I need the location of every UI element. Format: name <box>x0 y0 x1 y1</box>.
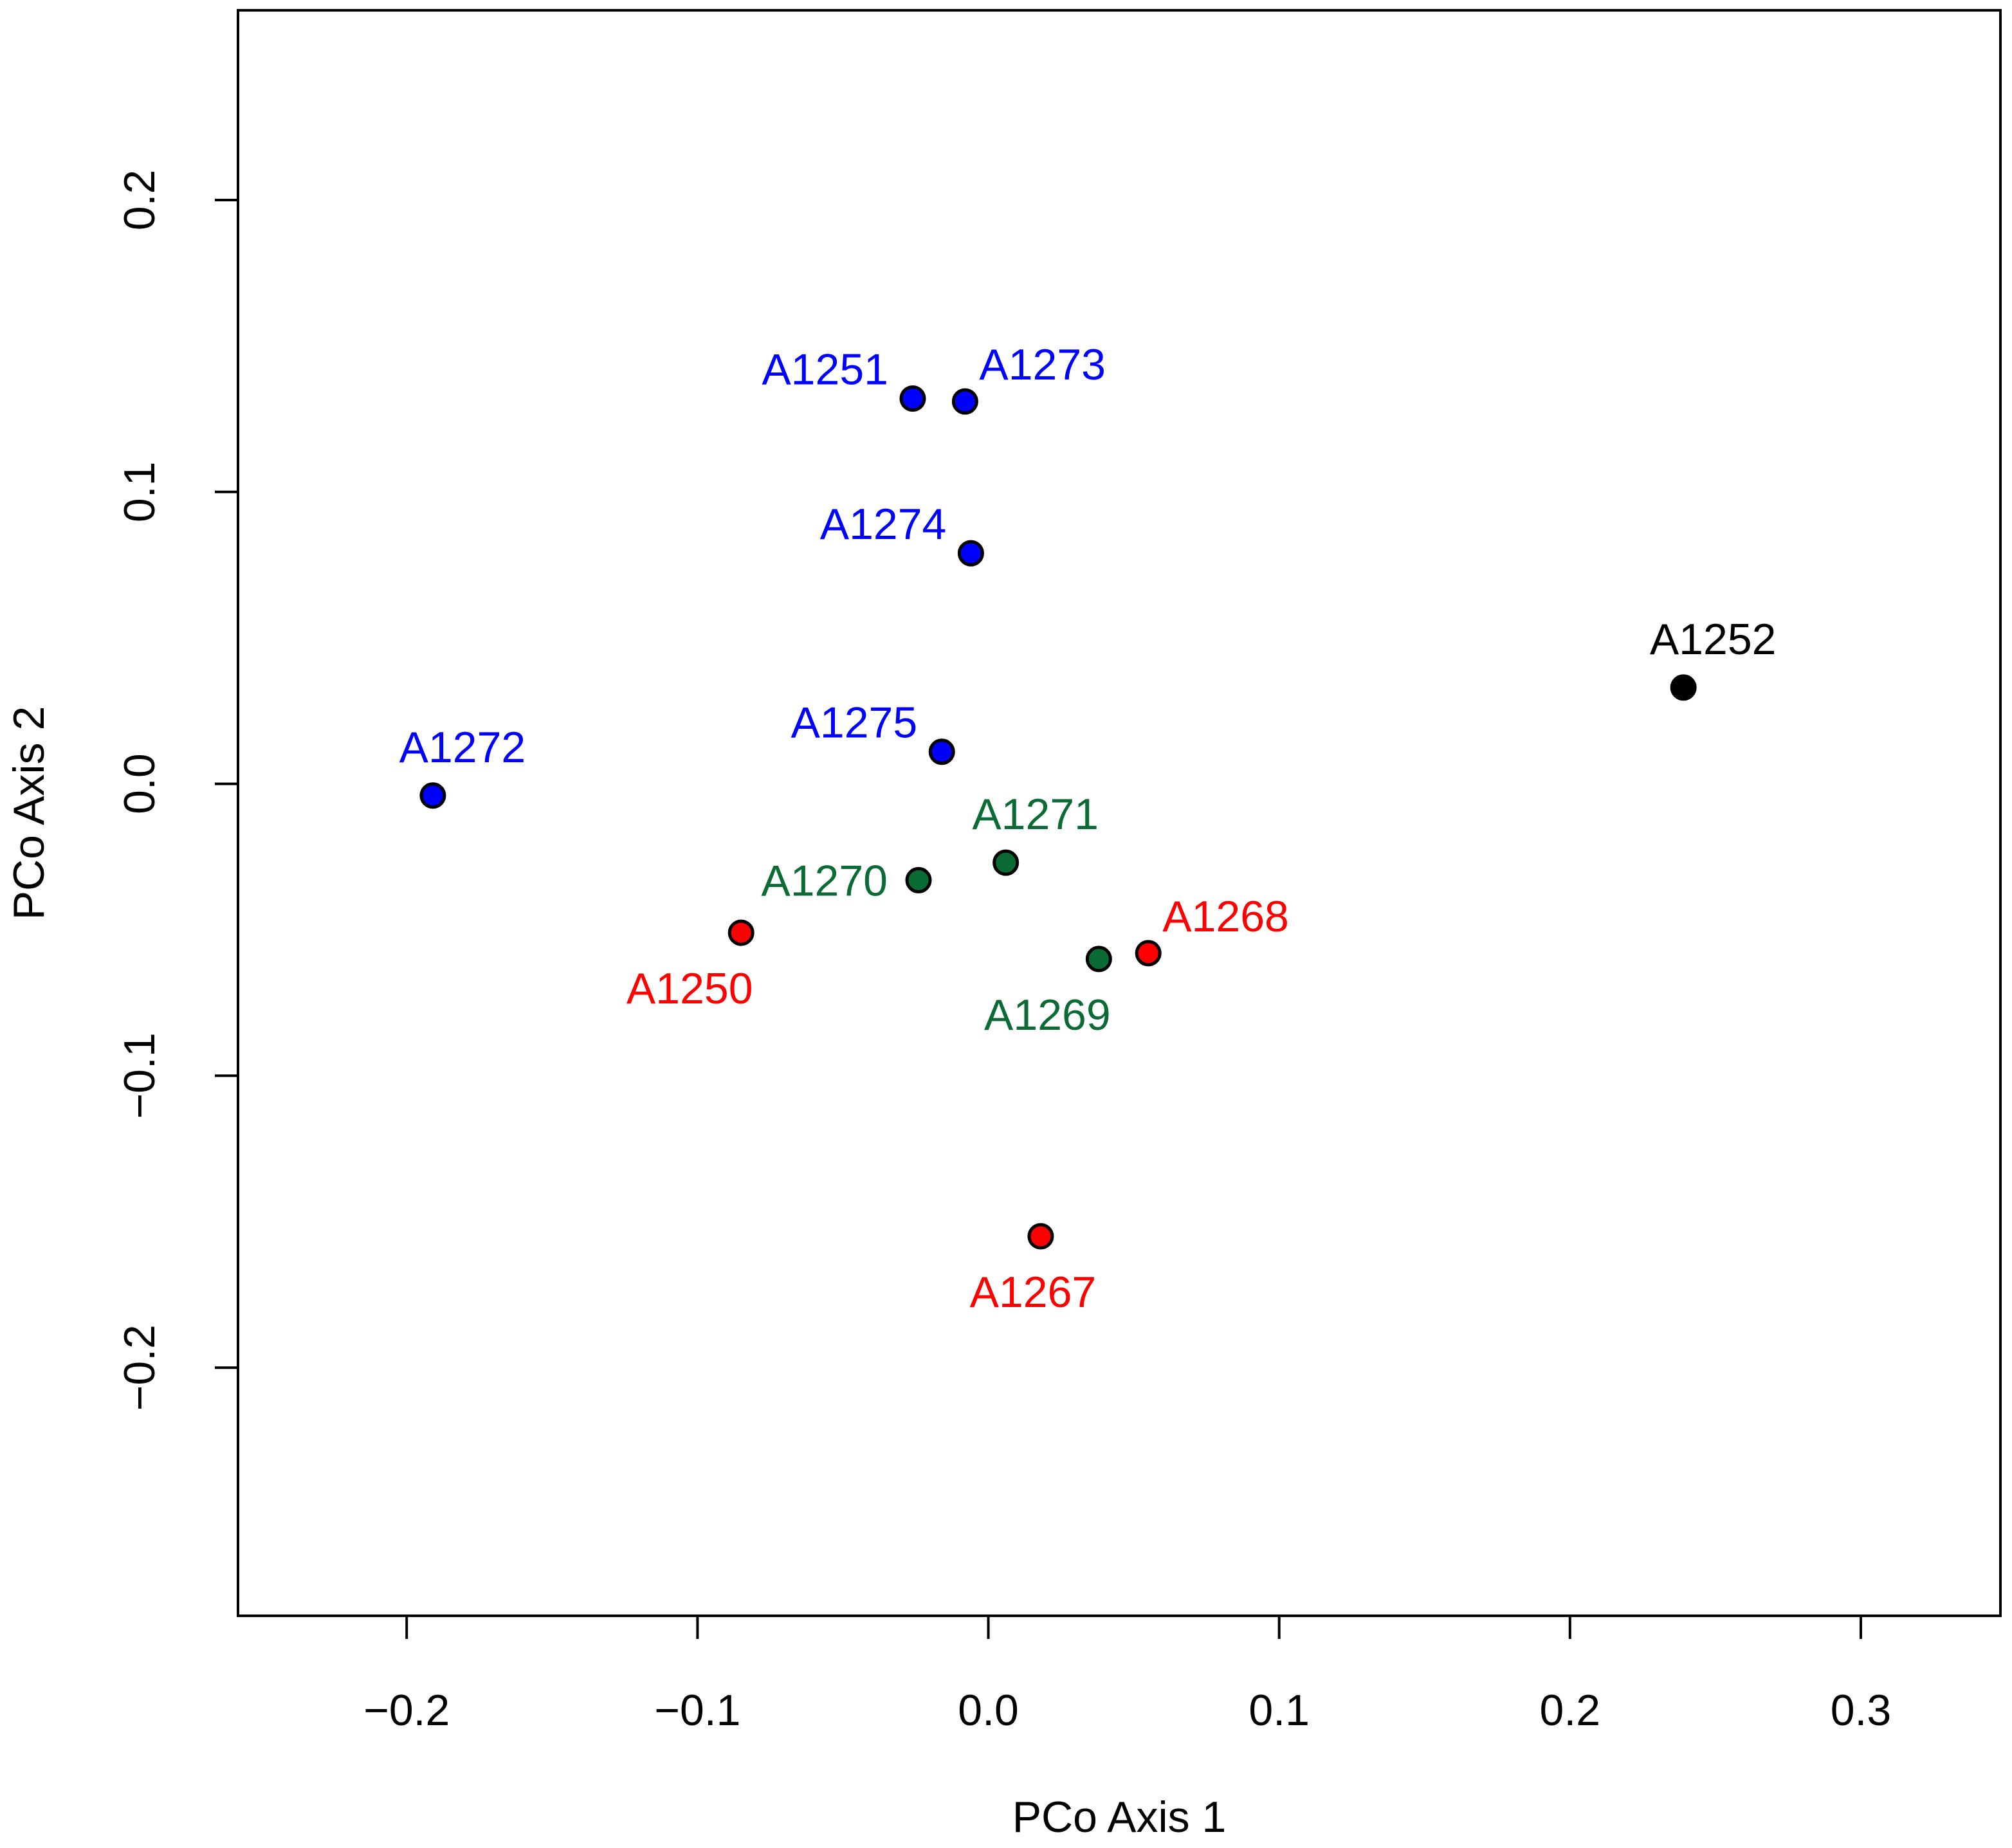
point-label: A1267 <box>970 1268 1097 1317</box>
point-label: A1270 <box>761 856 888 905</box>
point-marker <box>1085 946 1112 973</box>
point-marker <box>1670 674 1697 701</box>
data-points: A1251 A1273 A1274 A1275 A1272 A1252 A1271 A1270… <box>399 340 1777 1317</box>
point-label: A1274 <box>820 500 947 549</box>
point-marker <box>899 385 926 412</box>
data-point-a1268: A1268 <box>1135 892 1289 967</box>
data-point-a1275: A1275 <box>791 699 955 765</box>
data-point-a1252: A1252 <box>1650 615 1777 701</box>
point-label: A1269 <box>984 991 1111 1039</box>
point-label: A1251 <box>762 345 888 394</box>
data-point-a1267: A1267 <box>970 1223 1097 1317</box>
data-point-a1271: A1271 <box>972 790 1099 876</box>
data-point-a1274: A1274 <box>820 500 984 567</box>
point-label: A1272 <box>399 723 526 772</box>
point-marker <box>928 738 955 765</box>
data-point-a1270: A1270 <box>761 856 932 905</box>
point-label: A1250 <box>626 964 753 1013</box>
y-tick-label: 0.1 <box>115 462 164 523</box>
point-marker <box>905 866 932 893</box>
point-marker <box>1135 940 1162 967</box>
x-tick-label: 0.1 <box>1248 1686 1310 1735</box>
point-marker <box>419 782 446 809</box>
data-point-a1269: A1269 <box>984 946 1112 1039</box>
x-axis-label: PCo Axis 1 <box>1012 1793 1227 1842</box>
y-tick-label: 0.2 <box>115 170 164 231</box>
x-tick-label: 0.3 <box>1831 1686 1892 1735</box>
data-point-a1250: A1250 <box>626 919 754 1013</box>
point-label: A1273 <box>979 340 1106 389</box>
point-marker <box>727 919 754 946</box>
data-point-a1272: A1272 <box>399 723 526 809</box>
y-axis: −0.2 −0.1 0.0 0.1 0.2 <box>115 170 238 1411</box>
point-marker <box>957 540 984 567</box>
x-tick-label: −0.2 <box>363 1686 450 1735</box>
data-point-a1251: A1251 <box>762 345 926 412</box>
data-point-a1273: A1273 <box>951 340 1106 415</box>
point-label: A1268 <box>1162 892 1289 941</box>
x-axis: −0.2 −0.1 0.0 0.1 0.2 0.3 <box>363 1616 1891 1735</box>
point-label: A1252 <box>1650 615 1777 664</box>
point-marker <box>1027 1223 1054 1250</box>
point-marker <box>992 849 1020 876</box>
y-tick-label: −0.2 <box>115 1324 164 1411</box>
y-tick-label: 0.0 <box>115 753 164 814</box>
plot-frame <box>237 9 2002 1617</box>
x-tick-label: −0.1 <box>654 1686 740 1735</box>
x-tick-label: 0.0 <box>958 1686 1019 1735</box>
y-tick-label: −0.1 <box>115 1032 164 1119</box>
point-label: A1271 <box>972 790 1099 839</box>
y-axis-label: PCo Axis 2 <box>5 706 53 920</box>
point-label: A1275 <box>791 699 918 747</box>
x-tick-label: 0.2 <box>1540 1686 1601 1735</box>
point-marker <box>951 388 978 415</box>
